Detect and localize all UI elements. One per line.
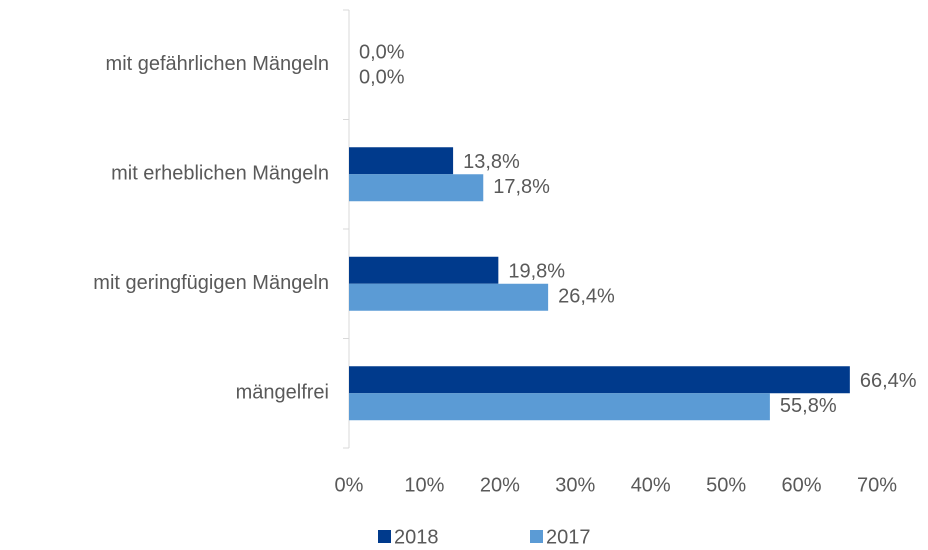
- data-label: 19,8%: [508, 261, 565, 283]
- legend-label: 2018: [394, 526, 439, 548]
- data-label: 17,8%: [493, 176, 550, 198]
- y-tick-label: mit erheblichen Mängeln: [111, 163, 329, 185]
- bar: [349, 147, 454, 175]
- x-tick-label: 30%: [555, 474, 595, 496]
- y-tick-label: mit geringfügigen Mängeln: [93, 272, 329, 294]
- x-tick-label: 0%: [335, 474, 364, 496]
- bar: [349, 366, 850, 394]
- data-label: 0,0%: [359, 67, 405, 89]
- y-tick-label: mängelfrei: [236, 382, 329, 404]
- x-tick-label: 10%: [404, 474, 444, 496]
- bar: [349, 174, 484, 202]
- x-tick-label: 60%: [782, 474, 822, 496]
- bar: [349, 393, 770, 421]
- data-label: 26,4%: [558, 286, 615, 308]
- bar: [349, 283, 549, 311]
- x-tick-label: 20%: [480, 474, 520, 496]
- data-label: 13,8%: [463, 151, 520, 173]
- x-tick-label: 70%: [857, 474, 897, 496]
- data-label: 66,4%: [860, 370, 917, 392]
- y-tick-label: mit gefährlichen Mängeln: [106, 53, 329, 75]
- data-label: 0,0%: [359, 42, 405, 64]
- data-label: 55,8%: [780, 395, 837, 417]
- bar: [349, 256, 499, 284]
- legend-swatch: [378, 530, 391, 543]
- x-tick-label: 50%: [706, 474, 746, 496]
- x-tick-label: 40%: [631, 474, 671, 496]
- legend-swatch: [530, 530, 543, 543]
- legend-label: 2017: [546, 526, 591, 548]
